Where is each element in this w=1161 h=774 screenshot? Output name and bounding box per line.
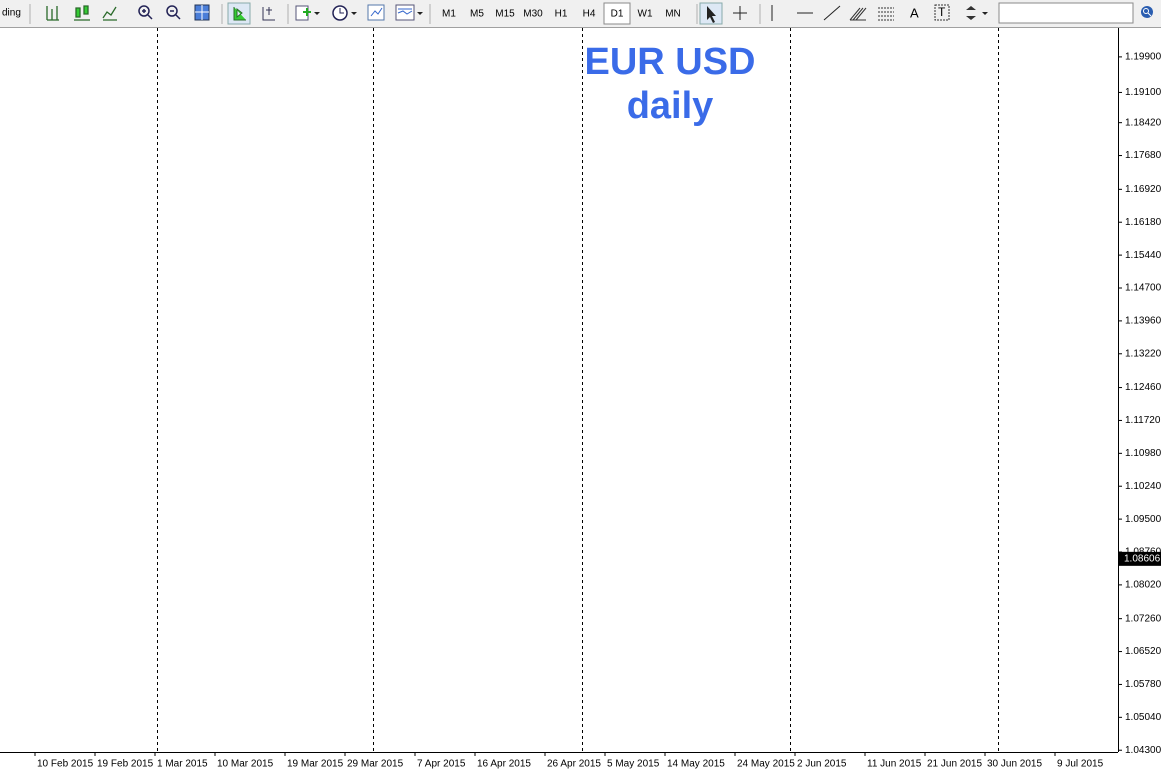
x-tick-label: 24 May 2015: [737, 759, 795, 770]
last-price-box: [1119, 551, 1161, 566]
x-tick-label: 19 Feb 2015: [97, 759, 154, 770]
timeframe-button[interactable]: MN: [665, 9, 681, 20]
chart-area: EUR USD daily 1.19900 1.19100 1.18420 1.176…: [0, 28, 1161, 770]
candle-chart-icon[interactable]: [74, 5, 90, 21]
x-tick-label: 19 Mar 2015: [287, 759, 344, 770]
x-tick-label: 10 Feb 2015: [37, 759, 94, 770]
timeframe-button[interactable]: M5: [470, 9, 484, 20]
workspace-label: ding: [2, 8, 21, 19]
active-timeframe: [603, 2, 631, 25]
y-tick-label: 1.18420: [1125, 117, 1161, 128]
y-tick-label: 1.11720: [1125, 415, 1161, 426]
trendline-icon[interactable]: [823, 5, 841, 21]
timeframe-buttons: M1 M5 M15 M30 H1 H4 D1 W1 MN: [442, 2, 681, 25]
y-tick-label: 1.13220: [1125, 348, 1161, 359]
indicators-icon[interactable]: [295, 5, 309, 21]
y-tick-label: 1.10980: [1125, 448, 1161, 459]
zoom-in-icon[interactable]: [138, 5, 150, 17]
channel-icon[interactable]: [849, 7, 867, 21]
timeframe-button[interactable]: H4: [583, 9, 596, 20]
y-tick-label: 1.14700: [1125, 283, 1161, 294]
x-tick-label: 11 Jun 2015: [867, 759, 922, 770]
chart-subtitle: daily: [627, 85, 714, 127]
x-tick-label: 2 Jun 2015: [797, 759, 847, 770]
x-tick-label: 1 Mar 2015: [157, 759, 208, 770]
search-box[interactable]: [998, 2, 1134, 24]
label-tool[interactable]: T: [938, 5, 946, 19]
x-tick-label: 5 May 2015: [607, 759, 660, 770]
y-tick-label: 1.12460: [1125, 382, 1161, 393]
toolbar: ding M1 M5 M15 M30 H1 H4 D1 W1 MN: [0, 0, 1161, 28]
chart-title: EUR USD: [584, 41, 755, 83]
timeframe-button[interactable]: M15: [495, 9, 515, 20]
x-tick-label: 14 May 2015: [667, 759, 725, 770]
shift-icon[interactable]: [262, 7, 275, 21]
plot-bg: [0, 28, 1118, 752]
y-tick-label: 1.08020: [1125, 580, 1161, 591]
x-tick-label: 7 Apr 2015: [417, 759, 466, 770]
y-tick-label: 1.15440: [1125, 250, 1161, 261]
timeframe-button[interactable]: D1: [611, 9, 624, 20]
bar-chart-icon[interactable]: [46, 6, 59, 21]
x-tick-label: 9 Jul 2015: [1057, 759, 1104, 770]
arrows-tool[interactable]: [966, 6, 976, 20]
y-tick-label: 1.07260: [1125, 613, 1161, 624]
last-price-label: 1.08606: [1124, 553, 1161, 564]
y-tick-label: 1.13960: [1125, 316, 1161, 327]
toolbar-bg: [0, 0, 1161, 28]
x-tick-label: 30 Jun 2015: [987, 759, 1042, 770]
x-tick-label: 21 Jun 2015: [927, 759, 982, 770]
y-tick-label: 1.17680: [1125, 150, 1161, 161]
timeframe-button[interactable]: M30: [523, 9, 543, 20]
y-tick-label: 1.10240: [1125, 481, 1161, 492]
text-tool[interactable]: A: [910, 5, 919, 20]
x-tick-label: 10 Mar 2015: [217, 759, 274, 770]
timeframe-button[interactable]: M1: [442, 9, 456, 20]
zoom-out-icon[interactable]: [166, 5, 178, 17]
y-tick-label: 1.05780: [1125, 679, 1161, 690]
x-tick-label: 16 Apr 2015: [477, 759, 531, 770]
x-tick-label: 29 Mar 2015: [347, 759, 404, 770]
autoscroll-button[interactable]: [227, 2, 251, 25]
axes: 1.19900 1.19100 1.18420 1.17680 1.16920 1.161…: [34, 52, 1161, 770]
y-tick-label: 1.04300: [1125, 745, 1161, 756]
y-tick-label: 1.06520: [1125, 646, 1161, 657]
y-tick-label: 1.19100: [1125, 87, 1161, 98]
y-tick-label: 1.16920: [1125, 184, 1161, 195]
x-tick-label: 26 Apr 2015: [547, 759, 601, 770]
crosshair-icon[interactable]: [733, 6, 747, 20]
timeframe-button[interactable]: H1: [555, 9, 568, 20]
search-button[interactable]: [1141, 6, 1153, 18]
line-chart-icon[interactable]: [102, 6, 117, 21]
y-tick-label: 1.19900: [1125, 52, 1161, 63]
y-tick-label: 1.16180: [1125, 217, 1161, 228]
y-tick-label: 1.09500: [1125, 514, 1161, 525]
timeframe-button[interactable]: W1: [638, 9, 653, 20]
y-tick-label: 1.05040: [1125, 712, 1161, 723]
period-separators: [157, 28, 999, 752]
fibo-icon[interactable]: [878, 7, 894, 21]
